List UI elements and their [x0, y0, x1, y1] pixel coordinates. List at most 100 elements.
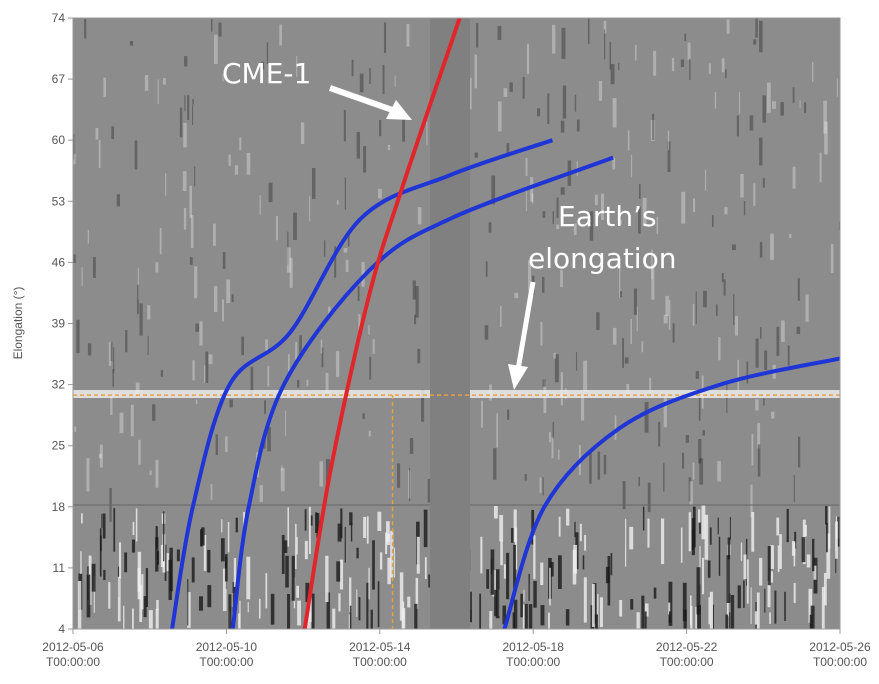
bg-streak	[481, 400, 483, 428]
bg-streak	[407, 596, 411, 608]
bg-streak	[698, 509, 701, 523]
bg-streak	[332, 608, 336, 629]
bg-streak	[325, 459, 330, 485]
bg-streak	[297, 379, 300, 388]
bg-streak	[191, 557, 195, 583]
bg-streak	[540, 562, 544, 586]
bg-streak	[218, 22, 222, 37]
bg-streak	[372, 540, 375, 590]
bg-streak	[631, 154, 633, 177]
bg-streak	[87, 229, 89, 244]
bg-streak	[363, 146, 367, 173]
bg-streak	[368, 325, 370, 335]
bg-streak	[823, 572, 827, 606]
bg-streak	[721, 58, 725, 73]
bg-streak	[420, 389, 425, 422]
bg-streak	[369, 356, 372, 380]
bg-streak	[476, 23, 479, 48]
bg-streak	[717, 517, 719, 535]
bg-streak	[584, 534, 587, 551]
bg-streak	[647, 482, 651, 513]
bg-streak	[668, 602, 671, 615]
bg-streak	[123, 605, 125, 629]
bg-streak	[222, 299, 224, 322]
x-tick-label: 2012-05-18	[503, 640, 565, 654]
bg-streak	[762, 95, 767, 123]
bg-streak	[320, 339, 323, 354]
bg-streak	[528, 260, 532, 291]
bg-streak	[208, 354, 213, 365]
bg-streak	[764, 588, 766, 613]
bg-streak	[144, 75, 149, 91]
bg-streak	[522, 77, 525, 99]
bg-streak	[489, 610, 493, 629]
bg-streak	[808, 588, 813, 623]
bg-streak	[490, 549, 495, 595]
bg-streak	[207, 585, 212, 608]
bg-streak	[195, 399, 198, 405]
bg-streak	[812, 62, 814, 82]
bg-streak	[540, 322, 543, 346]
bg-streak	[695, 371, 699, 379]
bg-streak	[784, 591, 786, 621]
bg-streak	[736, 115, 739, 137]
bg-streak	[804, 102, 807, 113]
bg-streak	[751, 511, 755, 552]
bg-streak	[357, 286, 360, 302]
bg-streak	[513, 599, 518, 629]
bg-streak	[771, 411, 775, 419]
bg-streak	[135, 382, 140, 395]
bg-streak	[325, 555, 329, 603]
bg-streak	[497, 25, 502, 40]
bg-streak	[93, 576, 95, 613]
bg-streak	[488, 222, 492, 233]
bg-streak	[703, 290, 707, 308]
bg-streak	[759, 20, 763, 53]
bg-streak	[627, 130, 630, 151]
bg-streak	[129, 41, 134, 46]
bg-streak	[751, 434, 754, 466]
bg-streak	[73, 153, 76, 165]
bg-streak	[695, 291, 697, 324]
bg-streak	[709, 591, 713, 629]
bg-streak	[336, 561, 341, 582]
bg-streak	[283, 540, 288, 554]
bg-streak	[402, 601, 405, 628]
bg-streak	[279, 24, 282, 46]
bg-streak	[597, 451, 601, 480]
bg-streak	[562, 85, 567, 119]
bg-streak	[697, 605, 701, 629]
bg-streak	[91, 563, 96, 592]
bg-streak	[207, 549, 211, 573]
bg-streak	[73, 254, 76, 264]
bg-streak	[756, 592, 760, 629]
y-tick-label: 74	[52, 11, 66, 25]
bg-streak	[702, 430, 705, 436]
bg-streak	[268, 182, 273, 203]
bg-streak	[579, 523, 582, 542]
bg-streak	[325, 372, 329, 394]
bg-streak	[649, 377, 652, 393]
bg-streak	[805, 294, 809, 322]
bg-streak	[573, 223, 577, 235]
y-tick-label: 25	[52, 439, 66, 453]
bg-streak	[415, 286, 419, 318]
bg-streak	[498, 101, 502, 132]
bg-streak	[222, 252, 226, 269]
bg-streak	[426, 121, 428, 145]
bg-streak	[762, 178, 765, 188]
bg-streak	[149, 470, 152, 476]
bg-streak	[663, 314, 668, 324]
bg-streak	[377, 581, 380, 628]
bg-streak	[402, 113, 406, 142]
bg-streak	[793, 475, 795, 503]
bg-streak	[624, 357, 629, 364]
bg-streak	[86, 574, 91, 618]
bg-streak	[689, 58, 691, 81]
bg-streak	[524, 603, 528, 629]
bg-streak	[746, 361, 749, 384]
bg-streak	[793, 582, 796, 603]
bg-streak	[399, 572, 404, 621]
bg-streak	[548, 432, 551, 443]
bg-streak	[349, 605, 352, 629]
